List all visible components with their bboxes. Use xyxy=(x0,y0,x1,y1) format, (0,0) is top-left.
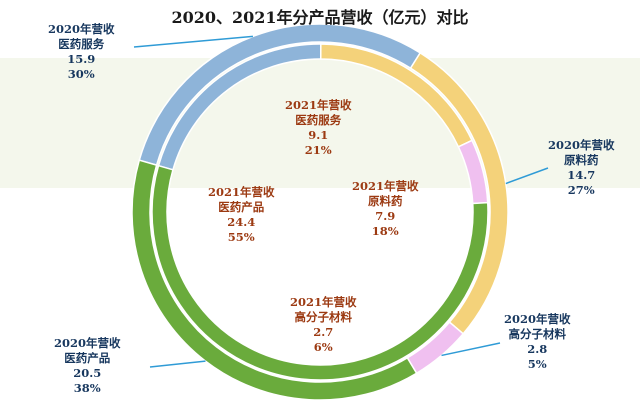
label-2021-pharma-products: 2021年营收 医药产品 24.4 55% xyxy=(208,185,275,245)
label-percent: 5% xyxy=(527,357,547,371)
label-value: 7.9 xyxy=(375,209,396,223)
label-year: 2020年营收 xyxy=(54,336,121,350)
label-category: 医药产品 xyxy=(64,351,111,365)
label-year: 2020年营收 xyxy=(504,312,571,326)
label-category: 医药服务 xyxy=(295,113,342,127)
label-category: 医药产品 xyxy=(218,200,265,214)
inner-ring-2021 xyxy=(151,43,489,381)
label-2020-polymer: 2020年营收 高分子材料 2.8 5% xyxy=(504,312,571,372)
label-percent: 55% xyxy=(227,230,255,244)
label-category: 原料药 xyxy=(368,194,403,208)
label-value: 15.9 xyxy=(67,52,96,66)
label-2020-pharma-products: 2020年营收 医药产品 20.5 38% xyxy=(54,336,121,396)
outer-ring-2020 xyxy=(131,23,509,400)
label-percent: 21% xyxy=(304,143,332,157)
leader-line-api xyxy=(505,167,549,185)
leader-line-polymer xyxy=(441,342,501,357)
label-value: 2.8 xyxy=(527,342,548,356)
leader-lines xyxy=(133,35,549,368)
label-value: 20.5 xyxy=(73,366,102,380)
label-value: 9.1 xyxy=(308,128,329,142)
leader-line-medical-services xyxy=(133,35,253,48)
leader-line-pharma-products xyxy=(149,360,206,368)
label-year: 2021年营收 xyxy=(352,179,419,193)
label-year: 2021年营收 xyxy=(290,295,357,309)
label-percent: 27% xyxy=(567,183,595,197)
label-percent: 38% xyxy=(73,381,101,395)
label-percent: 30% xyxy=(67,67,95,81)
label-2021-polymer: 2021年营收 高分子材料 2.7 6% xyxy=(290,295,357,355)
label-year: 2021年营收 xyxy=(208,185,275,199)
label-2021-medical-services: 2021年营收 医药服务 9.1 21% xyxy=(285,98,352,158)
label-category: 高分子材料 xyxy=(508,327,567,341)
outer-slice-pharma-products xyxy=(131,159,418,400)
label-2020-api: 2020年营收 原料药 14.7 27% xyxy=(548,138,615,198)
label-value: 2.7 xyxy=(313,325,334,339)
label-category: 高分子材料 xyxy=(294,310,353,324)
label-category: 原料药 xyxy=(564,153,599,167)
label-2021-api: 2021年营收 原料药 7.9 18% xyxy=(352,179,419,239)
chart-title: 2020、2021年分产品营收（亿元）对比 xyxy=(171,8,469,27)
watermark-band xyxy=(0,58,640,188)
label-category: 医药服务 xyxy=(58,37,105,51)
label-year: 2020年营收 xyxy=(48,22,115,36)
label-year: 2021年营收 xyxy=(285,98,352,112)
label-year: 2020年营收 xyxy=(548,138,615,152)
label-2020-medical-services: 2020年营收 医药服务 15.9 30% xyxy=(48,22,115,82)
inner-slice-pharma-products xyxy=(151,164,489,381)
label-value: 14.7 xyxy=(567,168,596,182)
label-value: 24.4 xyxy=(227,215,256,229)
label-percent: 6% xyxy=(313,340,333,354)
label-percent: 18% xyxy=(371,224,399,238)
